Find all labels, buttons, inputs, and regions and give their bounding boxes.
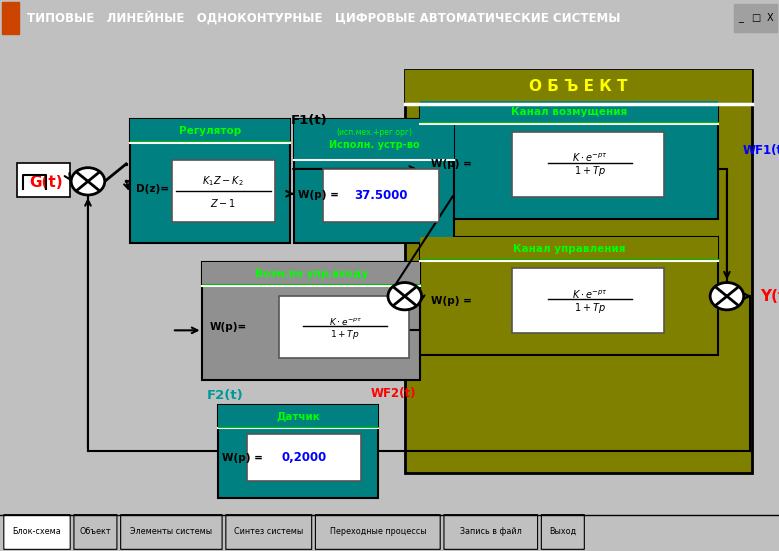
Text: Y(t): Y(t) — [760, 289, 779, 304]
FancyBboxPatch shape — [315, 515, 440, 549]
Bar — [279, 296, 409, 358]
Text: 0,2000: 0,2000 — [281, 451, 326, 464]
Bar — [420, 101, 717, 124]
Text: F1(t): F1(t) — [291, 114, 328, 127]
Circle shape — [710, 283, 744, 310]
Bar — [203, 262, 420, 380]
Bar — [17, 163, 70, 197]
FancyBboxPatch shape — [226, 515, 312, 549]
Bar — [420, 101, 717, 219]
FancyBboxPatch shape — [4, 515, 70, 549]
Text: W(p) =: W(p) = — [298, 190, 339, 200]
FancyBboxPatch shape — [121, 515, 222, 549]
Text: W(p)=: W(p)= — [210, 322, 248, 332]
Text: (исп.мех.+рег.орг): (исп.мех.+рег.орг) — [337, 128, 412, 137]
Text: G(t): G(t) — [29, 175, 63, 190]
Bar — [130, 119, 291, 244]
Bar — [218, 405, 378, 429]
Bar — [130, 119, 291, 143]
Bar — [294, 119, 454, 160]
Text: Регулятор: Регулятор — [179, 126, 241, 136]
FancyBboxPatch shape — [444, 515, 538, 549]
Text: $K_1 Z - K_2$: $K_1 Z - K_2$ — [203, 175, 244, 188]
Text: Канал возмущения: Канал возмущения — [511, 107, 627, 117]
Text: WF1(t): WF1(t) — [742, 144, 779, 157]
Text: Канал управления: Канал управления — [513, 244, 626, 254]
Text: W(p) =: W(p) = — [432, 295, 472, 306]
Text: $1 + Tp$: $1 + Tp$ — [573, 301, 605, 315]
Bar — [405, 69, 753, 473]
Text: $Z - 1$: $Z - 1$ — [210, 197, 236, 209]
FancyBboxPatch shape — [74, 515, 117, 549]
Bar — [2, 2, 19, 34]
Bar — [420, 237, 717, 261]
Bar — [512, 268, 664, 333]
Text: W(p) =: W(p) = — [432, 159, 472, 169]
Bar — [405, 69, 753, 104]
Circle shape — [71, 168, 104, 195]
Text: Выход: Выход — [549, 527, 576, 536]
Bar — [323, 169, 439, 222]
Text: X: X — [767, 13, 774, 23]
Bar — [294, 119, 454, 244]
Bar — [172, 160, 275, 222]
Text: □: □ — [751, 13, 760, 23]
Text: Возм.по упр.входу: Возм.по упр.входу — [255, 269, 368, 279]
Text: Переходные процессы: Переходные процессы — [330, 527, 426, 536]
Bar — [749, 4, 763, 32]
Text: Запись в файл: Запись в файл — [460, 527, 522, 536]
Text: D(z)=: D(z)= — [136, 185, 169, 195]
Bar — [420, 237, 717, 355]
Bar — [218, 405, 378, 498]
Bar — [512, 132, 664, 197]
Circle shape — [388, 283, 421, 310]
Text: Синтез системы: Синтез системы — [234, 527, 303, 536]
Text: $K \cdot e^{-p\tau}$: $K \cdot e^{-p\tau}$ — [572, 288, 608, 300]
Bar — [763, 4, 777, 32]
Bar — [203, 262, 420, 285]
Text: 37.5000: 37.5000 — [354, 188, 408, 202]
Text: $1 + Tp$: $1 + Tp$ — [330, 328, 360, 341]
FancyBboxPatch shape — [541, 515, 584, 549]
Text: W(p) =: W(p) = — [221, 452, 263, 463]
Text: F2(t): F2(t) — [207, 389, 244, 402]
Text: Датчик: Датчик — [276, 412, 320, 422]
Bar — [734, 4, 748, 32]
Text: $K \cdot e^{-p\tau}$: $K \cdot e^{-p\tau}$ — [572, 152, 608, 164]
Text: $K \cdot e^{-p\tau}$: $K \cdot e^{-p\tau}$ — [329, 316, 362, 327]
Text: _: _ — [738, 13, 743, 23]
Text: О Б Ъ Е К Т: О Б Ъ Е К Т — [529, 79, 628, 94]
Text: ТИПОВЫЕ   ЛИНЕЙНЫЕ   ОДНОКОНТУРНЫЕ   ЦИФРОВЫЕ АВТОМАТИЧЕСКИЕ СИСТЕМЫ: ТИПОВЫЕ ЛИНЕЙНЫЕ ОДНОКОНТУРНЫЕ ЦИФРОВЫЕ … — [27, 11, 621, 25]
Text: $1 + Tp$: $1 + Tp$ — [573, 164, 605, 179]
Text: Исполн. устр-во: Исполн. устр-во — [329, 141, 420, 150]
Bar — [247, 434, 361, 480]
Text: Блок-схема: Блок-схема — [12, 527, 62, 536]
Text: Объект: Объект — [79, 527, 111, 536]
Text: Элементы системы: Элементы системы — [130, 527, 213, 536]
Text: WF2(t): WF2(t) — [371, 387, 416, 400]
